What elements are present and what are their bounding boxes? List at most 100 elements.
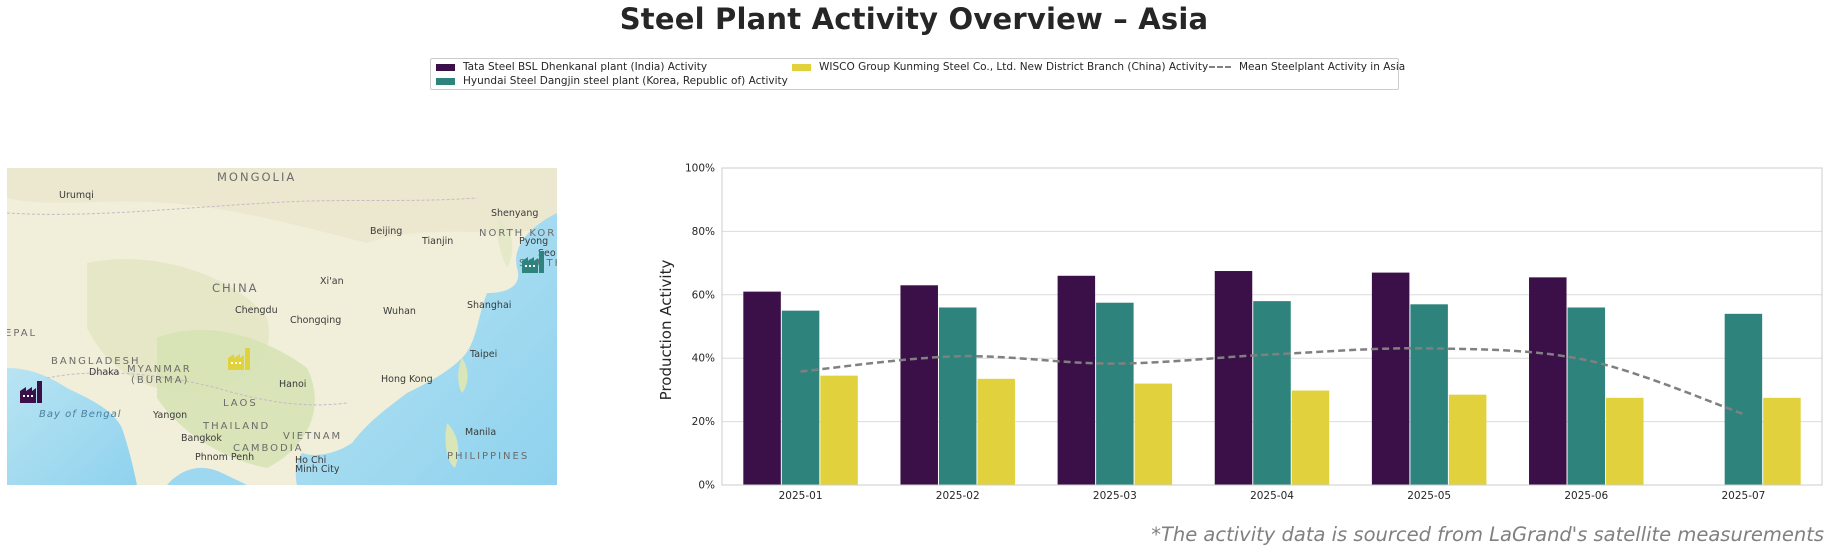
bar	[743, 291, 781, 485]
x-tick-label: 2025-04	[1250, 490, 1294, 502]
map-label-pyongyang: Pyong	[519, 236, 549, 247]
map: MONGOLIA Urumqi Beijing Tianjin Shenyang…	[7, 168, 557, 485]
map-label-tianjin: Tianjin	[422, 236, 454, 247]
legend-swatch-tata	[436, 63, 455, 71]
bar	[1214, 271, 1253, 485]
bar	[1763, 397, 1801, 485]
map-label-bay-of-bengal: Bay of Bengal	[39, 409, 122, 420]
map-label-beijing: Beijing	[370, 226, 403, 237]
x-tick-label: 2025-01	[779, 490, 823, 502]
bar	[1096, 302, 1134, 485]
map-label-chengdu: Chengdu	[235, 305, 278, 316]
map-label-phnom-penh: Phnom Penh	[195, 452, 255, 463]
factory-icon	[228, 348, 250, 370]
map-label-cambodia: CAMBODIA	[233, 443, 304, 454]
y-tick-label: 0%	[698, 480, 715, 492]
map-label-hong-kong: Hong Kong	[381, 374, 433, 385]
legend-label-tata: Tata Steel BSL Dhenkanal plant (India) A…	[463, 61, 708, 73]
legend: Tata Steel BSL Dhenkanal plant (India) A…	[430, 58, 1405, 90]
y-tick-label: 40%	[692, 353, 715, 365]
bar	[1371, 272, 1410, 485]
map-label-shanghai: Shanghai	[467, 300, 512, 311]
bar	[1567, 307, 1606, 485]
map-label-urumqi: Urumqi	[59, 190, 94, 201]
legend-item-hyundai: Hyundai Steel Dangjin steel plant (Korea…	[436, 75, 788, 87]
y-tick-label: 20%	[692, 416, 715, 428]
legend-item-wisco: WISCO Group Kunming Steel Co., Ltd. New …	[792, 61, 1208, 73]
map-label-myanmar: MYANMAR	[127, 364, 192, 375]
chart-title: Steel Plant Activity Overview – Asia	[619, 2, 1209, 36]
map-border-south	[46, 372, 348, 406]
map-label-laos: LAOS	[223, 398, 258, 409]
map-taiwan	[458, 358, 468, 393]
bar	[1410, 304, 1448, 485]
map-label-minh-city: Minh City	[295, 464, 340, 475]
map-forest	[157, 329, 315, 468]
map-label-china: CHINA	[212, 281, 259, 295]
map-label-nepal: EPAL	[7, 328, 38, 339]
map-label-philippines: PHILIPPINES	[447, 451, 530, 462]
footnote: *The activity data is sourced from LaGra…	[1151, 523, 1824, 546]
legend-label-mean: Mean Steelplant Activity in Asia	[1239, 61, 1406, 73]
plot-frame	[721, 167, 1823, 486]
bars	[743, 271, 1801, 485]
map-label-bangladesh: BANGLADESH	[51, 356, 141, 367]
legend-swatch-wisco	[792, 63, 811, 71]
map-label-xian: Xi'an	[320, 276, 344, 287]
bar	[1448, 394, 1487, 485]
x-tick-label: 2025-02	[936, 490, 980, 502]
legend-item-mean: Mean Steelplant Activity in Asia	[1209, 61, 1405, 73]
map-label-north-korea: NORTH KOR	[479, 228, 557, 239]
legend-dash-mean	[1209, 66, 1231, 68]
legend-label-wisco: WISCO Group Kunming Steel Co., Ltd. New …	[819, 61, 1209, 73]
x-tick-label: 2025-03	[1093, 490, 1137, 502]
bar	[820, 375, 858, 485]
map-label-yangon: Yangon	[153, 410, 188, 421]
bar	[1529, 277, 1567, 485]
x-tick-label: 2025-07	[1721, 490, 1765, 502]
bar	[938, 307, 977, 485]
y-tick-label: 60%	[692, 289, 715, 301]
map-gulf	[167, 467, 247, 485]
map-border-mongolia	[7, 197, 478, 215]
map-label-bangkok: Bangkok	[181, 433, 222, 444]
bar	[1253, 301, 1291, 485]
factory-icon	[522, 251, 544, 273]
mean-line-path	[800, 346, 1744, 416]
map-background	[7, 168, 557, 485]
map-label-shenyang: Shenyang	[491, 208, 539, 219]
map-label-manila: Manila	[465, 427, 497, 438]
x-tick-label: 2025-06	[1564, 490, 1608, 502]
map-desert	[7, 168, 557, 243]
map-label-dhaka: Dhaka	[89, 367, 120, 378]
legend-item-tata: Tata Steel BSL Dhenkanal plant (India) A…	[436, 61, 707, 73]
bar	[1724, 313, 1763, 485]
map-label-vietnam: VIETNAM	[283, 431, 343, 442]
bar	[900, 285, 938, 485]
bar	[1057, 275, 1096, 485]
legend-swatch-hyundai	[436, 77, 455, 85]
map-label-ho-chi: Ho Chi	[295, 455, 327, 466]
map-label-mongolia: MONGOLIA	[217, 170, 297, 184]
map-label-burma: (BURMA)	[131, 375, 190, 386]
bar	[1606, 397, 1644, 485]
x-tick-label: 2025-05	[1407, 490, 1451, 502]
map-pacific	[295, 213, 557, 485]
map-label-hanoi: Hanoi	[279, 379, 307, 390]
mean-line	[800, 346, 1744, 416]
y-axis-label: Production Activity	[657, 259, 675, 401]
bar	[1291, 390, 1330, 485]
map-label-wuhan: Wuhan	[383, 306, 416, 317]
map-philippines-island	[445, 423, 459, 468]
map-label-seoul: Seo	[538, 248, 556, 259]
map-label-chongqing: Chongqing	[290, 315, 342, 326]
y-tick-label: 100%	[685, 163, 715, 175]
bar	[781, 310, 820, 485]
y-tick-label: 80%	[692, 226, 715, 238]
map-label-thailand: THAILAND	[203, 421, 271, 432]
bar	[1134, 383, 1173, 485]
factory-icon	[20, 381, 42, 403]
map-korea	[496, 218, 513, 268]
legend-label-hyundai: Hyundai Steel Dangjin steel plant (Korea…	[463, 75, 788, 87]
map-label-taipei: Taipei	[470, 349, 498, 360]
